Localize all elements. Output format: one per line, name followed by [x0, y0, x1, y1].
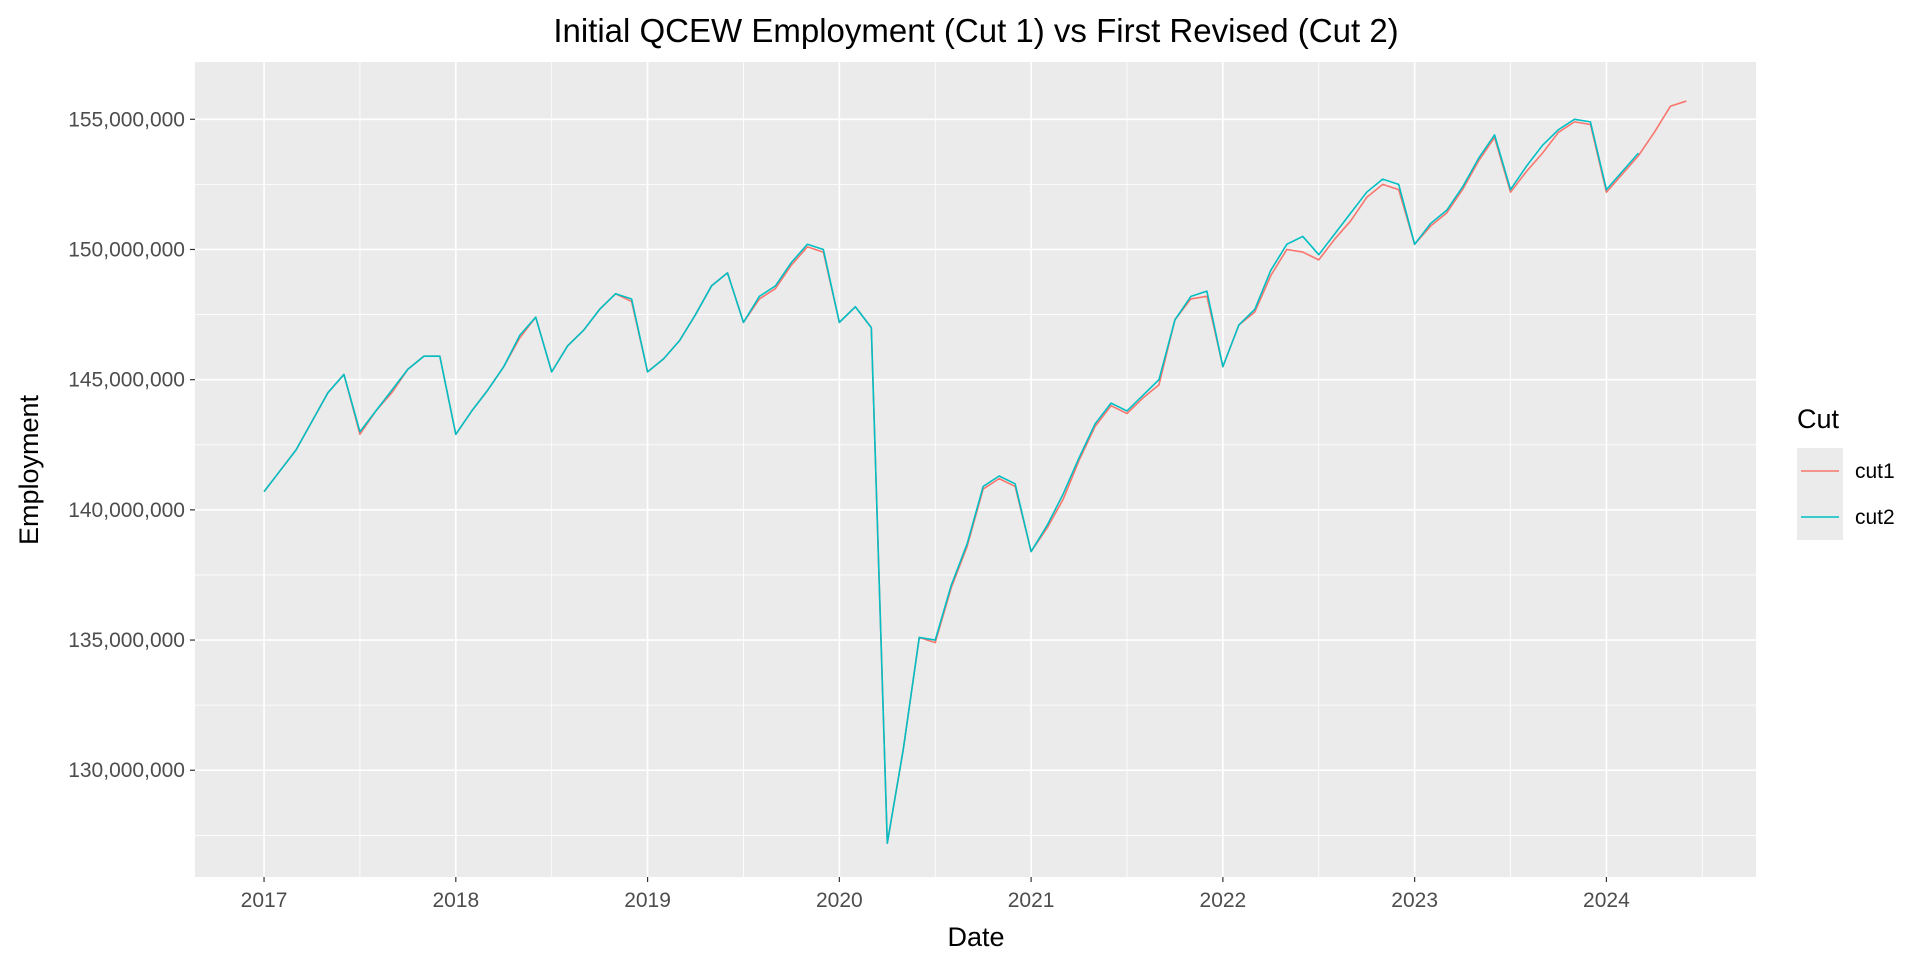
x-tick-label: 2021 [1008, 889, 1055, 912]
legend-label-cut2: cut2 [1855, 506, 1895, 529]
y-axis: 130,000,000 135,000,000 140,000,000 145,000… [68, 108, 195, 782]
legend: Cut cut1 cut2 [1797, 404, 1895, 540]
x-axis-title: Date [947, 922, 1004, 952]
y-tick-label: 155,000,000 [68, 108, 185, 131]
series-line-cut2 [263, 118, 1639, 844]
x-tick-label: 2023 [1391, 889, 1438, 912]
grid-major [195, 62, 1756, 877]
legend-item-cut2[interactable]: cut2 [1797, 494, 1895, 540]
y-ticks: 130,000,000 135,000,000 140,000,000 145,000… [68, 108, 195, 782]
x-tick-label: 2020 [816, 889, 863, 912]
x-axis: 2017 2018 2019 2020 2021 2022 2023 2024 [241, 877, 1630, 912]
plot-panel [195, 62, 1756, 877]
legend-title: Cut [1797, 404, 1840, 434]
x-tick-label: 2024 [1583, 889, 1630, 912]
y-axis-title: Employment [14, 394, 44, 545]
y-tick-label: 145,000,000 [68, 369, 185, 392]
x-ticks: 2017 2018 2019 2020 2021 2022 2023 2024 [241, 877, 1630, 912]
y-tick-label: 135,000,000 [68, 629, 185, 652]
legend-item-cut1[interactable]: cut1 [1797, 448, 1895, 494]
y-tick-label: 140,000,000 [68, 499, 185, 522]
y-tick-label: 150,000,000 [68, 238, 185, 261]
chart-title: Initial QCEW Employment (Cut 1) vs First… [553, 12, 1398, 49]
x-tick-label: 2017 [241, 889, 288, 912]
x-tick-label: 2022 [1200, 889, 1247, 912]
x-tick-label: 2019 [624, 889, 671, 912]
legend-label-cut1: cut1 [1855, 460, 1895, 483]
series-layer [263, 100, 1687, 844]
y-tick-label: 130,000,000 [68, 759, 185, 782]
x-tick-label: 2018 [432, 889, 479, 912]
